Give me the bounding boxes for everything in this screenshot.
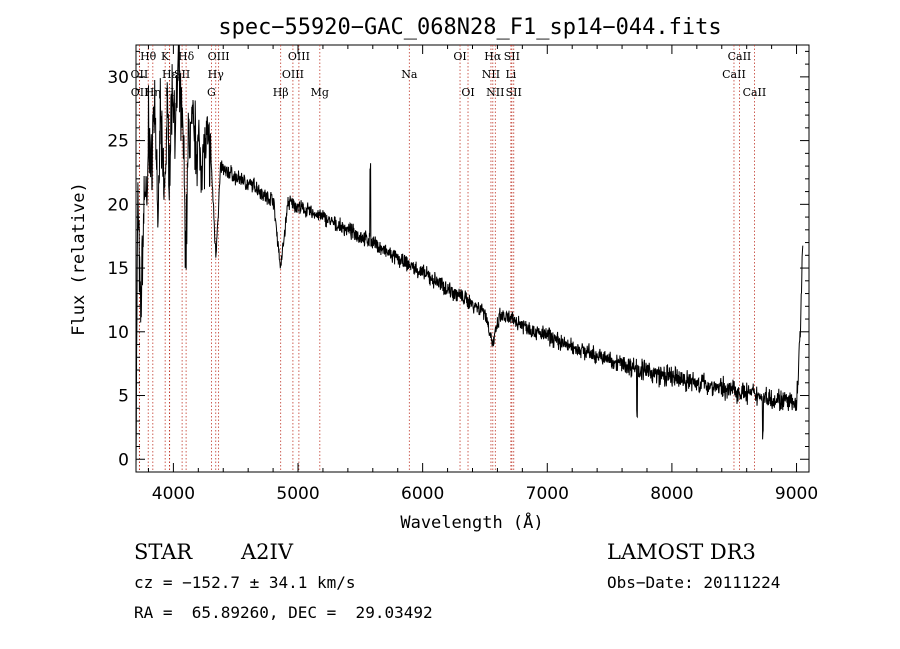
emission-line-label: SII xyxy=(506,86,522,99)
emission-line-label: G xyxy=(207,86,216,99)
y-tick-label: 25 xyxy=(107,132,129,152)
emission-line-label: Na xyxy=(401,68,418,81)
emission-line-label: OII xyxy=(131,86,149,99)
emission-line-label: Mg xyxy=(311,86,329,99)
x-tick-label: 9000 xyxy=(775,484,818,504)
emission-line-label: Hα xyxy=(484,50,502,63)
emission-line-label: CaII xyxy=(728,50,752,63)
y-axis-label: Flux (relative) xyxy=(69,182,89,336)
emission-line-label: CaII xyxy=(743,86,767,99)
object-subclass: A2IV xyxy=(241,540,293,564)
x-axis-label: Wavelength (Å) xyxy=(400,511,543,533)
x-axis-ticks: 4000 5000 6000 7000 8000 9000 xyxy=(147,45,818,504)
emission-line-label: OI xyxy=(453,50,466,63)
y-tick-label: 30 xyxy=(107,68,129,88)
emission-line-label: Hε xyxy=(162,68,178,81)
emission-line-label: Hγ xyxy=(208,68,225,81)
y-tick-label: 0 xyxy=(118,450,129,470)
emission-line-label: CaII xyxy=(722,68,746,81)
y-tick-label: 15 xyxy=(107,259,129,279)
emission-line-label: NII xyxy=(486,86,504,99)
y-axis-ticks: 0 5 10 15 20 25 30 xyxy=(107,50,809,470)
survey-name: LAMOST DR3 xyxy=(607,540,756,564)
emission-line-label: K xyxy=(161,50,170,63)
plot-frame xyxy=(135,44,810,473)
y-tick-label: 5 xyxy=(118,387,129,407)
emission-line-label: OII xyxy=(131,68,149,81)
observation-date: Obs−Date: 20111224 xyxy=(607,573,781,592)
emission-line-label: Li xyxy=(505,68,516,81)
object-class: STAR xyxy=(134,540,193,564)
emission-line-label: Hβ xyxy=(273,86,289,99)
y-tick-label: 10 xyxy=(107,323,129,343)
emission-line-label: H xyxy=(165,86,175,99)
ra-dec-coordinates: RA = 65.89260, DEC = 29.03492 xyxy=(134,603,433,622)
emission-line-label: OIII xyxy=(288,50,310,63)
emission-line-label: OIII xyxy=(208,50,230,63)
emission-line-label: Hθ xyxy=(140,50,157,63)
x-tick-label: 8000 xyxy=(650,484,693,504)
x-tick-label: 4000 xyxy=(152,484,195,504)
emission-line-label: Hδ xyxy=(178,50,195,63)
emission-line-label: OI xyxy=(461,86,474,99)
spectrum-line xyxy=(135,44,804,468)
emission-line-label: NII xyxy=(482,68,500,81)
x-tick-label: 6000 xyxy=(401,484,444,504)
emission-line-label: OIII xyxy=(282,68,304,81)
emission-line-label: SII xyxy=(504,50,520,63)
emission-line-markers xyxy=(138,45,755,472)
y-tick-label: 20 xyxy=(107,195,129,215)
x-tick-label: 5000 xyxy=(276,484,319,504)
x-tick-label: 7000 xyxy=(526,484,569,504)
redshift-cz: cz = −152.7 ± 34.1 km/s xyxy=(134,573,356,592)
chart-title: spec−55920−GAC_068N28_F1_sp14−044.fits xyxy=(218,15,721,40)
